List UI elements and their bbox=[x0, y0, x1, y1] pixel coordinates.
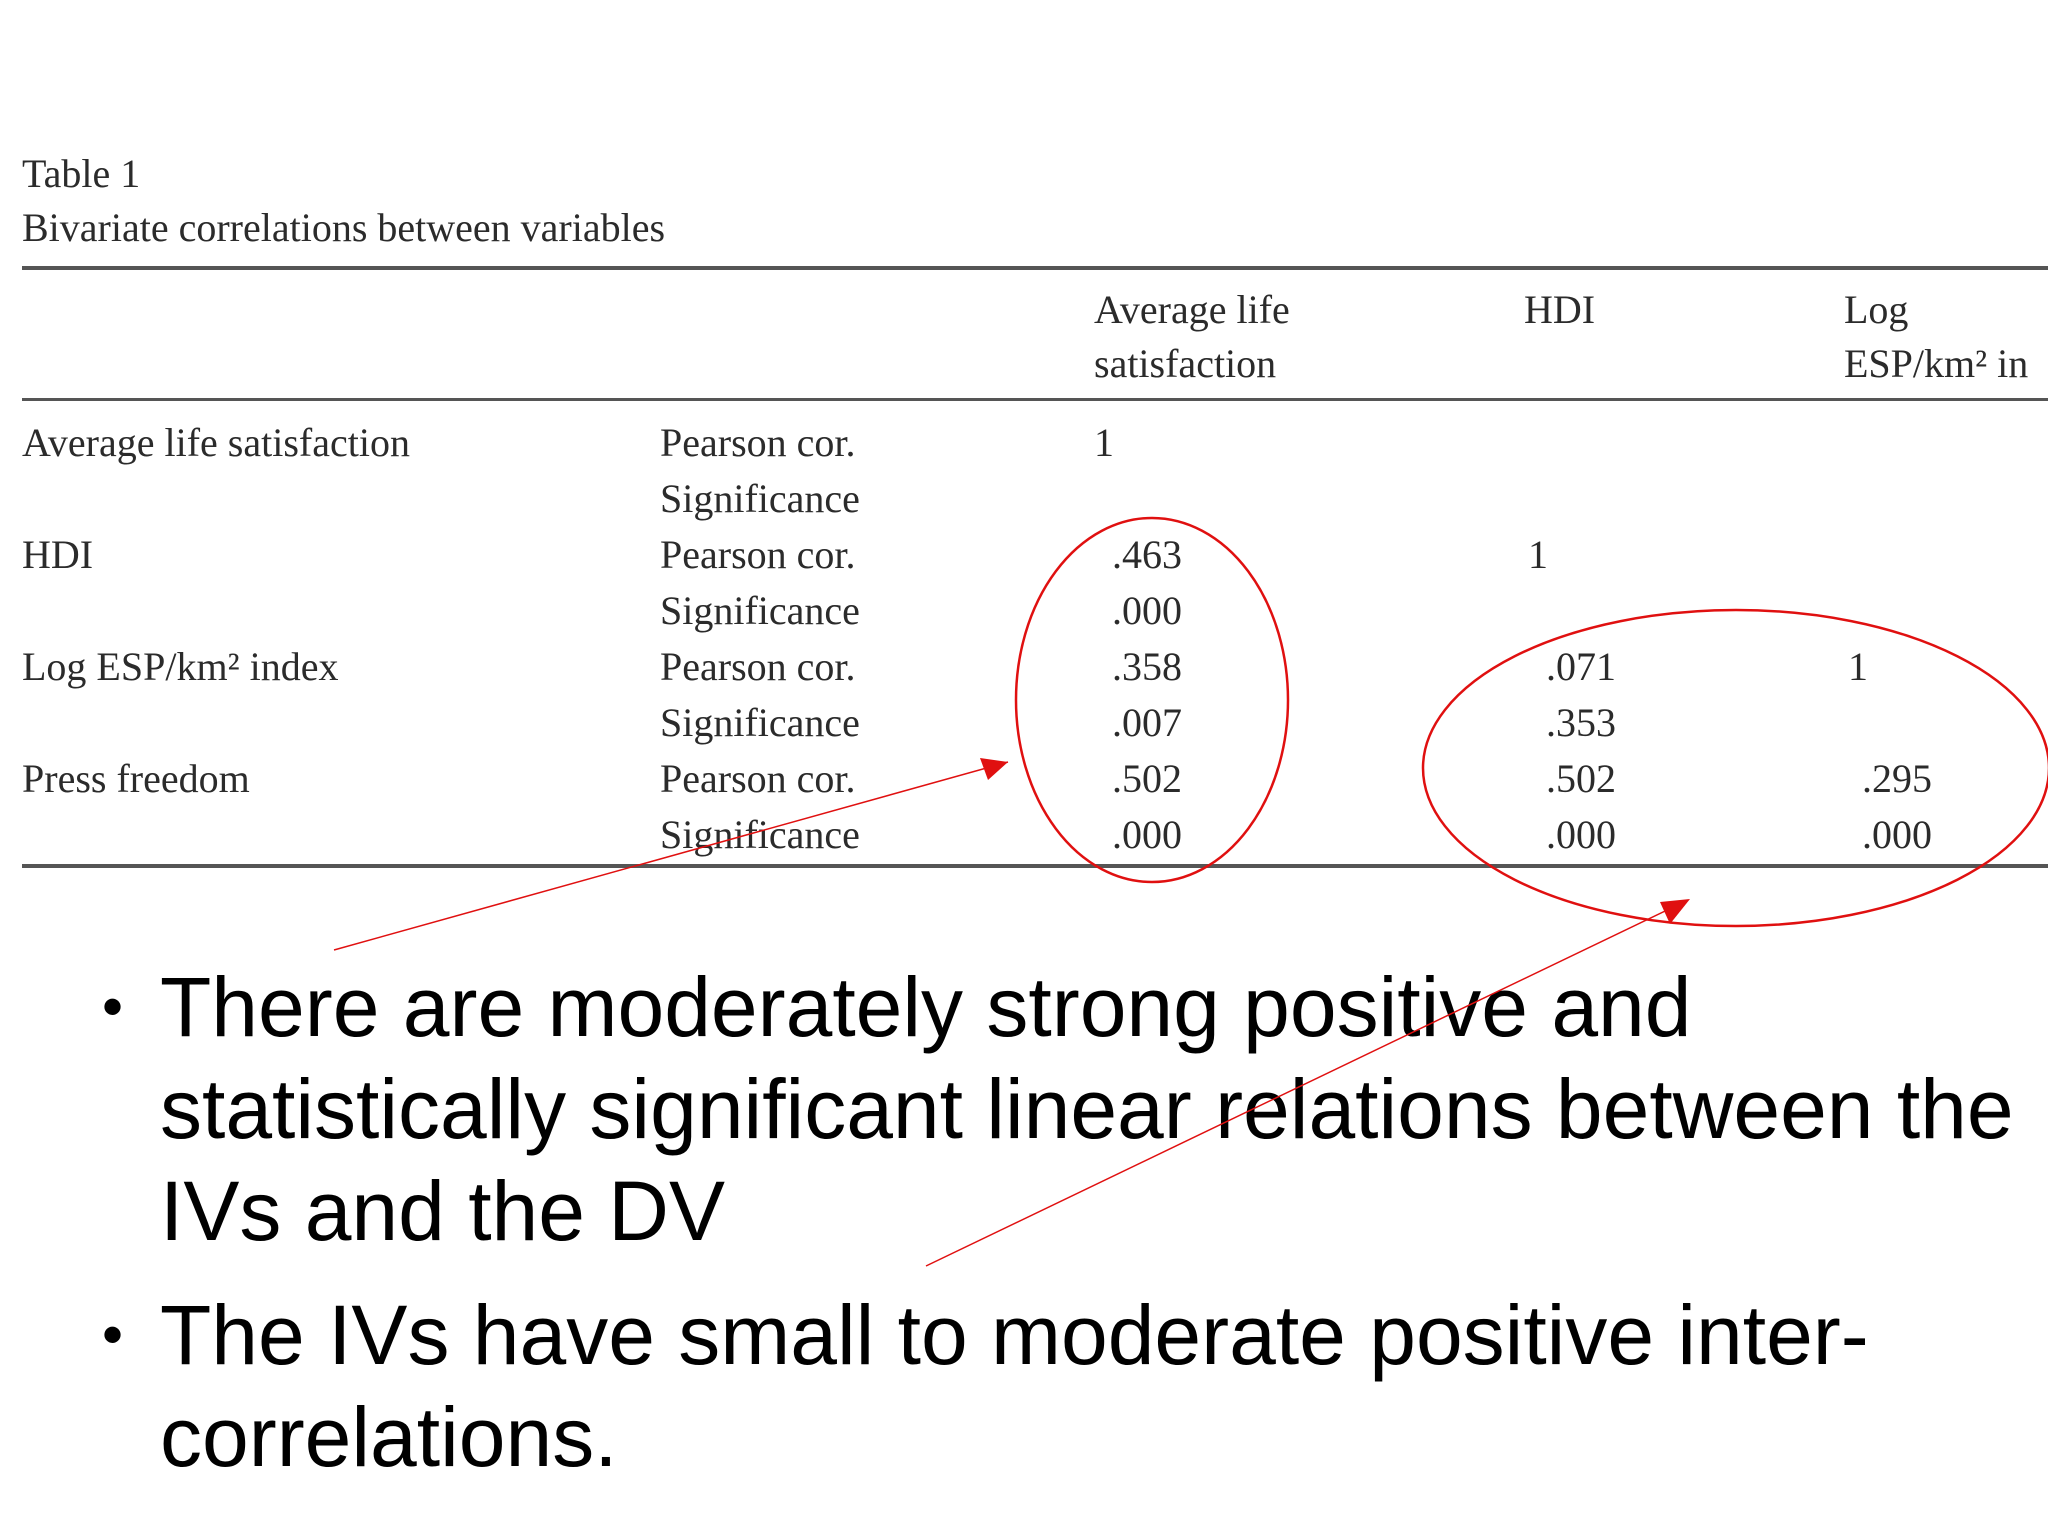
bullet-dot: • bbox=[102, 1301, 124, 1368]
row-stat-label: Pearson cor. bbox=[660, 532, 856, 577]
table-bottom-rule bbox=[22, 864, 2048, 868]
cell-value: .000 bbox=[1112, 812, 1182, 857]
bullet-dot: • bbox=[102, 973, 124, 1040]
cell-value: .295 bbox=[1862, 756, 1932, 801]
cell-value: .502 bbox=[1546, 756, 1616, 801]
row-stat-label: Significance bbox=[660, 812, 860, 857]
cell-value: .358 bbox=[1112, 644, 1182, 689]
cell-value: .463 bbox=[1112, 532, 1182, 577]
row-stat-label: Significance bbox=[660, 700, 860, 745]
row-stat-label: Significance bbox=[660, 476, 860, 521]
row-variable-label: HDI bbox=[22, 532, 94, 577]
cell-value: .000 bbox=[1546, 812, 1616, 857]
row-stat-label: Pearson cor. bbox=[660, 756, 856, 801]
row-variable-label: Average life satisfaction bbox=[22, 420, 410, 465]
correlation-table: Table 1 Bivariate correlations between v… bbox=[22, 151, 2048, 868]
bullet-text: The IVs have small to moderate positive … bbox=[160, 1288, 1869, 1484]
row-stat-label: Significance bbox=[660, 588, 860, 633]
cell-value: .000 bbox=[1112, 588, 1182, 633]
table-top-rule bbox=[22, 266, 2048, 270]
col-header-log-esp-line2: ESP/km² in bbox=[1844, 341, 2029, 386]
cell-value: .353 bbox=[1546, 700, 1616, 745]
arrowhead-icon bbox=[1660, 899, 1690, 924]
header-rule bbox=[22, 398, 2048, 401]
bullet-item: • The IVs have small to moderate positiv… bbox=[102, 1284, 2040, 1488]
cell-value: .071 bbox=[1546, 644, 1616, 689]
bullet-text: There are moderately strong positive and… bbox=[160, 960, 2014, 1258]
row-variable-label: Log ESP/km² index bbox=[22, 644, 339, 689]
cell-value: .502 bbox=[1112, 756, 1182, 801]
row-variable-label: Press freedom bbox=[22, 756, 250, 801]
col-header-log-esp-line1: Log bbox=[1844, 287, 1909, 332]
cell-value: .007 bbox=[1112, 700, 1182, 745]
cell-value: .000 bbox=[1862, 812, 1932, 857]
col-header-avg-life-line2: satisfaction bbox=[1094, 341, 1277, 386]
col-header-avg-life-line1: Average life bbox=[1094, 287, 1290, 332]
row-stat-label: Pearson cor. bbox=[660, 644, 856, 689]
row-stat-label: Pearson cor. bbox=[660, 420, 856, 465]
col-header-hdi: HDI bbox=[1524, 287, 1596, 332]
cell-value: 1 bbox=[1528, 532, 1548, 577]
table-title: Bivariate correlations between variables bbox=[22, 205, 666, 250]
cell-value: 1 bbox=[1848, 644, 1868, 689]
bullet-item: • There are moderately strong positive a… bbox=[102, 956, 2040, 1262]
cell-value: 1 bbox=[1094, 420, 1114, 465]
table-label: Table 1 bbox=[22, 151, 141, 196]
